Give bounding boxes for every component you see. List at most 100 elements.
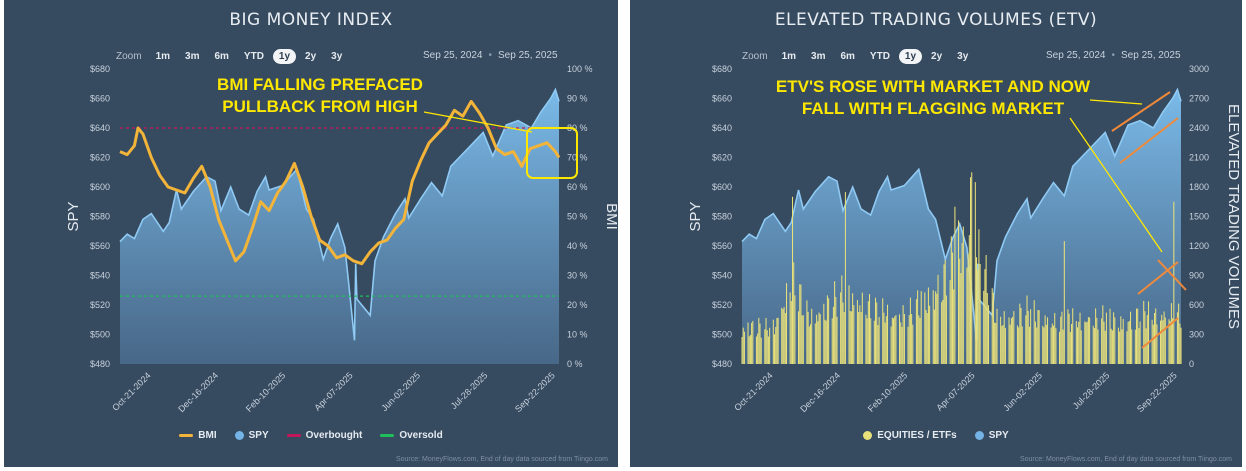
volume-bar — [943, 264, 945, 364]
date-range: Sep 25, 2024 • Sep 25, 2025 — [423, 50, 558, 61]
zoom-ytd-button[interactable]: YTD — [869, 51, 890, 62]
volume-bar — [994, 322, 996, 364]
zoom-3y-button[interactable]: 3y — [331, 51, 343, 62]
legend-item-bmi[interactable]: BMI — [179, 430, 217, 441]
range-to[interactable]: Sep 25, 2025 — [498, 50, 558, 61]
legend-item-equities[interactable]: EQUITIES / ETFs — [863, 430, 957, 441]
volume-bar — [1146, 315, 1148, 364]
y2-axis-title: BMI — [603, 203, 618, 230]
zoom-label: Zoom — [116, 51, 142, 62]
zoom-1y-button[interactable]: 1y — [898, 49, 923, 64]
volume-bar — [1060, 316, 1062, 364]
volume-bar — [790, 301, 792, 364]
zoom-3y-button[interactable]: 3y — [957, 51, 969, 62]
y-tick-label: $660 — [90, 94, 110, 104]
zoom-1m-button[interactable]: 1m — [155, 51, 171, 62]
zoom-6m-button[interactable]: 6m — [840, 51, 855, 62]
legend-item-overbought[interactable]: Overbought — [286, 430, 362, 441]
volume-bar — [1152, 324, 1154, 364]
volume-bar — [924, 292, 926, 364]
volume-bar — [959, 258, 961, 364]
volume-bar — [1013, 311, 1015, 364]
legend-item-spy[interactable]: SPY — [234, 430, 269, 441]
zoom-2y-button[interactable]: 2y — [931, 51, 943, 62]
y-tick-label: $580 — [712, 212, 732, 222]
zoom-ytd-button[interactable]: YTD — [243, 51, 264, 62]
volume-bar — [1111, 330, 1113, 364]
etv-chart: $480 $500 $520 $540 $560 $580 $600 $620 $640 $660… — [687, 64, 1242, 414]
volume-bar — [824, 319, 826, 364]
volume-bar — [1126, 331, 1128, 364]
volume-bar — [777, 317, 779, 364]
volume-bar — [1102, 305, 1104, 364]
trend-marker — [1137, 261, 1179, 295]
volume-bar — [1079, 312, 1081, 364]
volume-bar — [903, 314, 905, 364]
volume-bar — [1000, 316, 1002, 364]
y-tick-label: $660 — [712, 94, 732, 104]
volume-bar — [861, 292, 863, 364]
legend-item-oversold[interactable]: Oversold — [380, 430, 443, 441]
volume-bar — [1053, 325, 1055, 364]
volume-bar — [1095, 308, 1097, 364]
volume-bar — [1172, 318, 1174, 364]
volume-bar — [887, 304, 889, 364]
volume-bar — [860, 312, 862, 364]
volume-bar — [817, 321, 819, 364]
volume-bar — [1071, 324, 1073, 364]
range-to[interactable]: Sep 25, 2025 — [1121, 50, 1181, 61]
volume-bar — [865, 314, 867, 364]
legend-swatch — [286, 434, 301, 437]
zoom-2y-button[interactable]: 2y — [305, 51, 317, 62]
volume-bar — [932, 290, 934, 364]
y-tick-label: $480 — [712, 359, 732, 369]
volume-bar — [1086, 321, 1088, 364]
volume-bar — [1162, 320, 1164, 364]
volume-bar — [1096, 317, 1098, 364]
annotation-line-1: BMI FALLING PREFACED — [217, 75, 423, 94]
volume-bar — [1121, 329, 1123, 364]
volume-bar — [1080, 330, 1082, 364]
volume-bar — [826, 295, 828, 364]
range-from[interactable]: Sep 25, 2024 — [423, 50, 483, 61]
zoom-3m-button[interactable]: 3m — [811, 51, 826, 62]
legend-swatch — [179, 434, 194, 437]
volume-bar — [1078, 321, 1080, 364]
volume-bar — [801, 315, 803, 364]
volume-bar — [1037, 310, 1039, 364]
volume-bar — [885, 316, 887, 364]
volume-bar — [1084, 321, 1086, 364]
zoom-3m-button[interactable]: 3m — [185, 51, 200, 62]
volume-bar — [1067, 309, 1069, 364]
volume-bar — [1087, 317, 1089, 364]
volume-bar — [742, 327, 744, 364]
y-tick-label: $640 — [90, 123, 110, 133]
annotation-line-1: ETV'S ROSE WITH MARKET AND NOW — [775, 77, 1091, 96]
zoom-1m-button[interactable]: 1m — [781, 51, 797, 62]
zoom-6m-button[interactable]: 6m — [214, 51, 229, 62]
volume-bar — [848, 285, 850, 364]
volume-bar — [1128, 321, 1130, 364]
volume-bar — [978, 229, 980, 364]
volume-bar — [1051, 323, 1053, 364]
volume-bar — [1176, 312, 1178, 364]
volume-bar — [918, 315, 920, 364]
volume-bar — [1045, 324, 1047, 364]
x-tick-label: Oct-21-2024 — [732, 370, 774, 412]
chart-annotation: ETV'S ROSE WITH MARKET AND NOW FALL WITH… — [758, 76, 1108, 120]
volume-bar — [933, 309, 935, 364]
y2-tick-label: 2400 — [1189, 123, 1209, 133]
volume-bar — [996, 308, 998, 364]
zoom-1y-button[interactable]: 1y — [272, 49, 297, 64]
volume-bar — [1164, 317, 1166, 364]
volume-bar — [825, 320, 827, 364]
legend-item-spy[interactable]: SPY — [974, 430, 1009, 441]
volume-bar — [1134, 329, 1136, 364]
range-from[interactable]: Sep 25, 2024 — [1046, 50, 1106, 61]
spy-area — [742, 89, 1181, 364]
volume-bar — [988, 305, 990, 364]
volume-bar — [983, 290, 985, 364]
y2-tick-label: 2700 — [1189, 94, 1209, 104]
chart-legend: EQUITIES / ETFs SPY — [630, 430, 1242, 441]
volume-bar — [902, 305, 904, 364]
